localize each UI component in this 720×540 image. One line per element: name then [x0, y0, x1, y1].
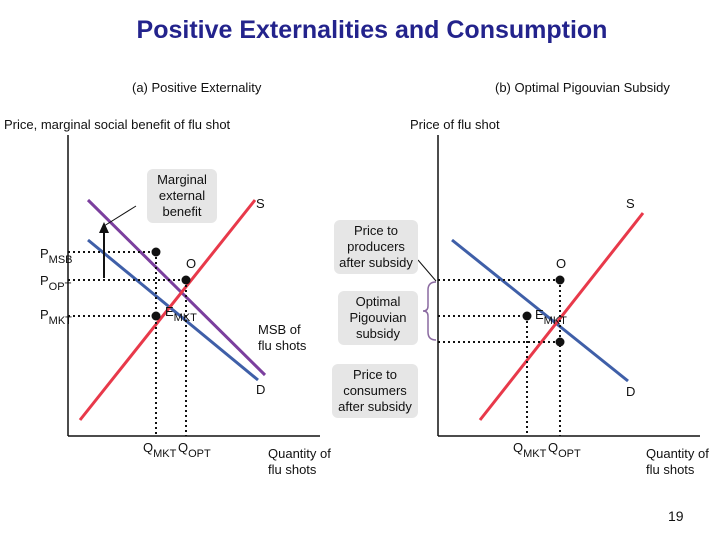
q-main: Q [548, 440, 559, 455]
panel-b-subsidy-box: Optimal Pigouvian subsidy [338, 291, 418, 345]
e-main: E [535, 307, 544, 322]
q-main: Q [513, 440, 524, 455]
panel-a-point-emkt [151, 311, 161, 321]
x-label-line: Quantity of [268, 446, 331, 461]
panel-a-point-e-label: EMKT [165, 304, 197, 325]
panel-b-q-mkt-label: QMKT [513, 440, 546, 461]
panel-a-q-opt-label: QOPT [178, 440, 211, 461]
panel-a-meb-arrowhead [99, 222, 109, 233]
panel-b-consumers-box: Price to consumers after subsidy [332, 364, 418, 418]
panel-b-title: (b) Optimal Pigouvian Subsidy [495, 80, 670, 95]
panel-a-point-o [181, 275, 191, 285]
slide-title: Positive Externalities and Consumption [136, 16, 608, 44]
subsidy-line: Optimal [355, 294, 401, 309]
panel-a-callout-box: Marginal external benefit [147, 169, 217, 223]
consumers-line: consumers [343, 383, 407, 398]
panel-a-supply-curve [78, 199, 257, 421]
panel-a-msb-curve [86, 198, 267, 377]
panel-a-point-o-label: O [186, 256, 197, 271]
p-msb-label: PMSB [40, 246, 73, 267]
callout-line: benefit [162, 204, 202, 219]
q-sub: MKT [523, 448, 547, 460]
panel-b-supply-label: S [626, 196, 635, 211]
subsidy-line: Pigouvian [349, 310, 407, 325]
panel-b-demand-label: D [626, 384, 636, 399]
e-sub: MKT [173, 312, 197, 324]
consumers-line: Price to [352, 367, 398, 382]
panel-a-q-mkt-label: QMKT [143, 440, 176, 461]
q-sub: OPT [188, 448, 211, 460]
panel-a-y-axis-label: Price, marginal social benefit of flu sh… [4, 117, 231, 132]
subsidy-line: subsidy [355, 326, 401, 341]
x-label-line: flu shots [646, 462, 695, 477]
q-sub: OPT [558, 448, 581, 460]
q-main: Q [178, 440, 189, 455]
q-sub: MKT [153, 448, 177, 460]
msb-line: MSB of [258, 322, 301, 337]
p-sub: MKT [48, 315, 72, 327]
panel-a-callout-pointer [103, 205, 137, 227]
panel-b-point-o [555, 275, 565, 285]
panel-a-demand-label: D [256, 382, 266, 397]
panel-b-point-consumers [555, 337, 565, 347]
x-label-line: Quantity of [646, 446, 709, 461]
consumers-line: after subsidy [338, 399, 412, 414]
e-main: E [165, 304, 174, 319]
panel-b-producers-box: Price to producers after subsidy [334, 220, 418, 274]
p-main: P [40, 246, 49, 261]
p-main: P [40, 307, 49, 322]
q-main: Q [143, 440, 154, 455]
panel-b-point-emkt [522, 311, 532, 321]
panel-b-subsidy-brace [422, 281, 437, 341]
p-opt-label: POPT [40, 273, 71, 294]
p-mkt-label: PMKT [40, 307, 72, 328]
producers-line: producers [347, 239, 405, 254]
panel-b-point-e-label: EMKT [535, 307, 567, 328]
p-main: P [40, 273, 49, 288]
panel-a-msb-label: MSB of flu shots [258, 322, 306, 354]
p-sub: MSB [48, 254, 73, 266]
x-label-line: flu shots [268, 462, 317, 477]
page-number: 19 [668, 508, 684, 524]
callout-line: Marginal [157, 172, 207, 187]
panel-a-demand-curve [87, 238, 259, 382]
msb-line: flu shots [258, 338, 307, 353]
panel-a-supply-label: S [256, 196, 265, 211]
panel-b-point-o-label: O [556, 256, 567, 271]
panel-a-title: (a) Positive Externality [132, 80, 262, 95]
panel-b-demand-curve [451, 238, 629, 383]
panel-b-q-opt-label: QOPT [548, 440, 581, 461]
producers-line: Price to [353, 223, 399, 238]
producers-line: after subsidy [339, 255, 413, 270]
e-sub: MKT [543, 315, 567, 327]
callout-line: external [158, 188, 206, 203]
p-sub: OPT [48, 281, 72, 293]
panel-b-x-axis-label: Quantity of flu shots [646, 446, 709, 478]
panel-b-supply-curve [478, 212, 645, 421]
panel-a-x-axis-label: Quantity of flu shots [268, 446, 331, 478]
panel-a-point-msb [151, 247, 161, 257]
panel-b-y-axis-label: Price of flu shot [410, 117, 500, 132]
panel-b-producers-pointer [417, 259, 437, 282]
